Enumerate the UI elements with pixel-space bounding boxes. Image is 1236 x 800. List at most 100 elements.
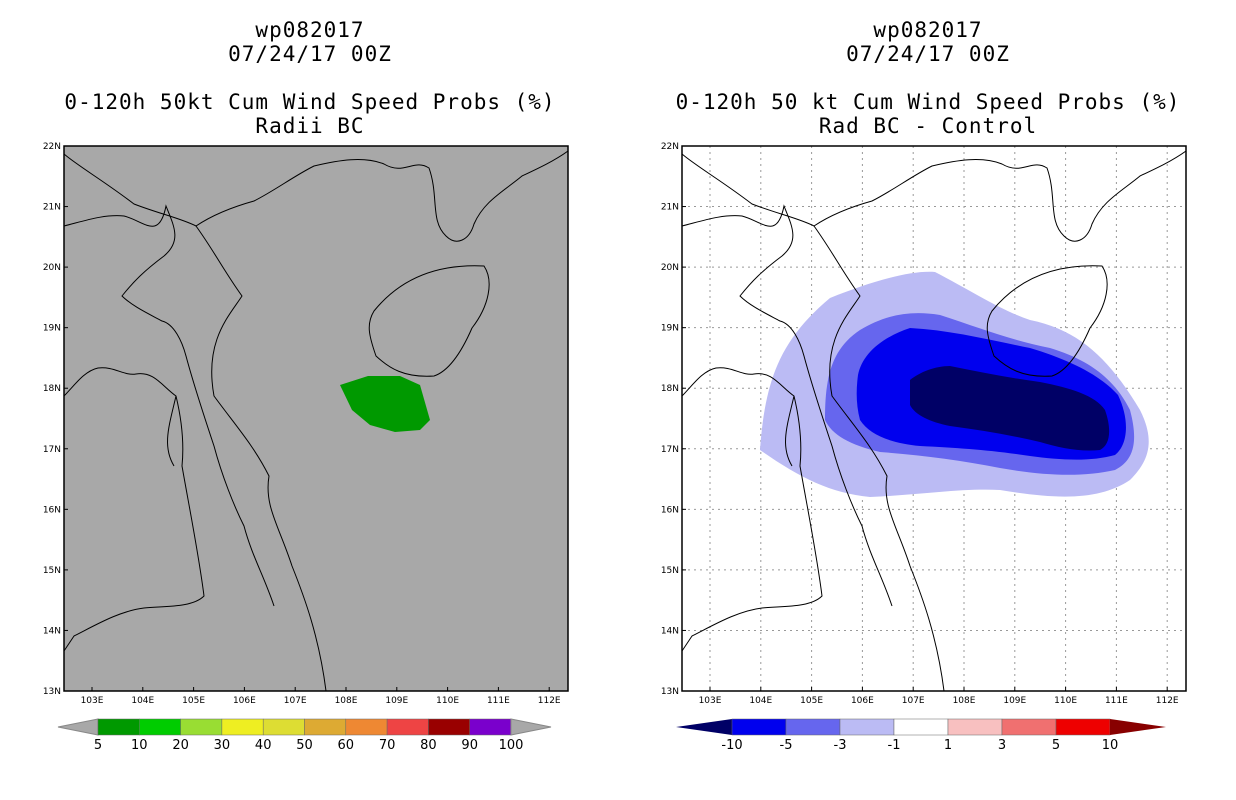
right-title-date: 07/24/17 00Z — [846, 42, 1010, 66]
left-title-subtitle: Radii BC — [255, 114, 365, 138]
right-lat-label: 22N — [661, 142, 679, 152]
right-colorbar-label: 3 — [998, 738, 1006, 753]
left-title-storm: wp082017 — [255, 18, 365, 42]
left-lon-label: 103E — [81, 696, 104, 706]
right-colorbar-label: -10 — [721, 738, 742, 753]
right-lon-label: 111E — [1105, 696, 1128, 706]
left-colorbar-label: 60 — [338, 738, 355, 753]
right-lat-label: 18N — [661, 384, 679, 394]
left-colorbar-label: 100 — [499, 738, 524, 753]
right-lon-label: 104E — [749, 696, 772, 706]
right-map-frame — [681, 145, 1187, 692]
right-colorbar-swatch — [947, 718, 1003, 736]
right-title-storm: wp082017 — [873, 18, 983, 42]
right-colorbar-label: 1 — [944, 738, 952, 753]
left-title-block: wp082017 07/24/17 00Z 0-120h 50kt Cum Wi… — [30, 18, 590, 138]
left-lon-label: 111E — [487, 696, 510, 706]
left-probability-contour — [340, 376, 430, 432]
right-lat-label: 17N — [661, 445, 679, 455]
left-lat-label: 14N — [43, 626, 61, 636]
left-lat-label: 20N — [43, 263, 61, 273]
right-colorbar-swatch — [785, 718, 841, 736]
right-colorbar-swatch — [731, 718, 787, 736]
right-lon-label: 107E — [902, 696, 925, 706]
left-colorbar-label: 10 — [131, 738, 148, 753]
right-colorbar-label: -1 — [888, 738, 901, 753]
right-title-block: wp082017 07/24/17 00Z 0-120h 50 kt Cum W… — [648, 18, 1208, 138]
left-lon-label: 104E — [131, 696, 154, 706]
right-lat-label: 21N — [661, 203, 679, 213]
left-colorbar-swatch — [139, 718, 181, 736]
left-lon-label: 107E — [284, 696, 307, 706]
right-lat-label: 20N — [661, 263, 679, 273]
left-colorbar-label: 70 — [379, 738, 396, 753]
left-colorbar-label: 50 — [296, 738, 313, 753]
left-colorbar-swatch — [428, 718, 470, 736]
left-lat-label: 13N — [43, 687, 61, 697]
right-lon-label: 103E — [699, 696, 722, 706]
right-lat-label: 15N — [661, 566, 679, 576]
left-lat-label: 17N — [43, 445, 61, 455]
left-colorbar-swatch — [221, 718, 264, 736]
left-colorbar-label: 80 — [420, 738, 437, 753]
left-colorbar-high-end — [510, 718, 552, 736]
right-colorbar-low-end — [676, 719, 732, 735]
right-colorbar-label: -3 — [834, 738, 847, 753]
left-lat-axis: 22N 21N 20N 19N 18N 17N 16N 15N 14N 13N — [43, 142, 68, 697]
left-colorbar-swatch — [262, 718, 305, 736]
right-colorbar-label: 10 — [1102, 738, 1119, 753]
left-colorbar-swatch — [180, 718, 223, 736]
left-colorbar: 5 10 20 30 40 50 60 70 80 90 100 — [57, 718, 552, 753]
left-lon-axis: 103E 104E 105E 106E 107E 108E 109E 110E 111E 112E — [81, 687, 561, 706]
left-colorbar-label: 30 — [214, 738, 231, 753]
right-lon-axis: 103E 104E 105E 106E 107E 108E 109E 110E 111E 112E — [699, 687, 1179, 706]
left-colorbar-label: 20 — [172, 738, 189, 753]
left-colorbar-label: 40 — [255, 738, 272, 753]
left-colorbar-swatch — [469, 718, 512, 736]
right-lon-label: 112E — [1156, 696, 1179, 706]
right-colorbar-label: -5 — [780, 738, 793, 753]
right-lat-axis: 22N 21N 20N 19N 18N 17N 16N 15N 14N 13N — [661, 142, 686, 697]
right-title-subtitle: Rad BC - Control — [818, 114, 1038, 138]
left-title-date: 07/24/17 00Z — [228, 42, 392, 66]
left-lat-label: 15N — [43, 566, 61, 576]
left-lat-label: 22N — [43, 142, 61, 152]
right-lon-label: 105E — [800, 696, 823, 706]
left-colorbar-swatch — [386, 718, 429, 736]
left-lon-label: 109E — [385, 696, 408, 706]
left-lon-label: 110E — [436, 696, 459, 706]
right-lon-label: 110E — [1054, 696, 1077, 706]
left-colorbar-low-end — [57, 718, 99, 736]
right-colorbar-label: 5 — [1052, 738, 1060, 753]
right-colorbar-swatch — [839, 718, 895, 736]
right-lon-label: 108E — [953, 696, 976, 706]
right-contour-minus10 — [910, 366, 1110, 451]
left-lat-label: 19N — [43, 324, 61, 334]
right-title-product: 0-120h 50 kt Cum Wind Speed Probs (%) — [675, 90, 1181, 114]
right-colorbar-swatch — [1001, 718, 1057, 736]
right-lat-label: 13N — [661, 687, 679, 697]
left-colorbar-swatch — [345, 718, 388, 736]
left-colorbar-label: 90 — [461, 738, 478, 753]
right-lon-label: 106E — [851, 696, 874, 706]
left-lon-label: 105E — [182, 696, 205, 706]
left-lon-label: 108E — [335, 696, 358, 706]
left-lon-label: 112E — [538, 696, 561, 706]
right-colorbar: -10 -5 -3 -1 1 3 5 10 — [676, 718, 1166, 753]
left-map-frame — [63, 145, 569, 692]
right-lon-label: 109E — [1003, 696, 1026, 706]
left-colorbar-swatch — [97, 718, 140, 736]
right-colorbar-swatch — [893, 718, 949, 736]
right-lat-label: 14N — [661, 626, 679, 636]
left-lat-label: 16N — [43, 505, 61, 515]
right-lat-label: 19N — [661, 324, 679, 334]
left-colorbar-label: 5 — [94, 738, 102, 753]
left-colorbar-swatch — [304, 718, 347, 736]
left-lon-label: 106E — [233, 696, 256, 706]
right-colorbar-swatch — [1055, 718, 1111, 736]
left-lat-label: 21N — [43, 203, 61, 213]
right-lat-label: 16N — [661, 505, 679, 515]
left-lat-label: 18N — [43, 384, 61, 394]
